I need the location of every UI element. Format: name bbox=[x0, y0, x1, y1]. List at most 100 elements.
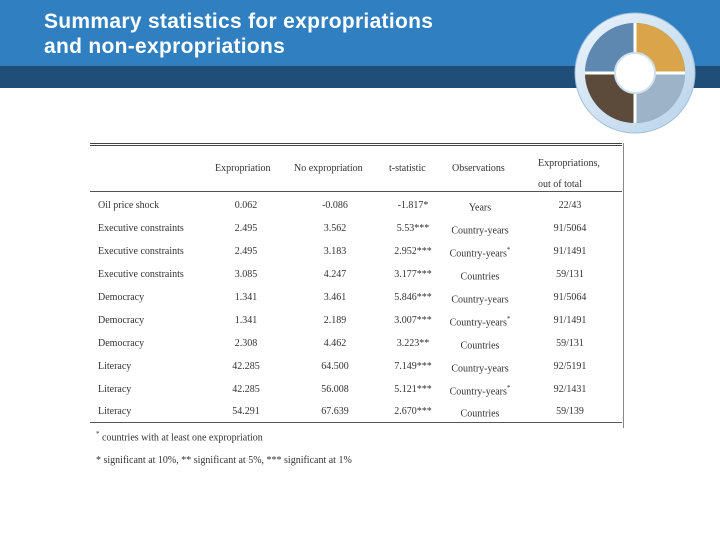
cell-t-statistic: 5.53*** bbox=[396, 223, 430, 234]
cell-t-statistic: 5.121*** bbox=[394, 384, 432, 395]
cell-observations: Country-years* bbox=[445, 315, 515, 328]
cell-expropriation: 3.085 bbox=[234, 269, 258, 280]
slide-title-line-1: Summary statistics for expropriations bbox=[44, 10, 434, 33]
cell-fraction: 59/131 bbox=[556, 269, 584, 280]
observations-mark: * bbox=[506, 246, 511, 254]
business-collage-logo-icon bbox=[574, 12, 696, 134]
row-label: Oil price shock bbox=[98, 200, 160, 211]
cell-fraction: 91/1491 bbox=[553, 246, 587, 257]
table-row: Literacy 42.285 56.008 5.121*** Country-… bbox=[90, 384, 622, 407]
note-text: countries with at least one expropriatio… bbox=[102, 432, 263, 444]
table-header-rule bbox=[90, 191, 622, 192]
table-row: Literacy 42.285 64.500 7.149*** Country-… bbox=[90, 361, 622, 384]
cell-no-expropriation: 4.247 bbox=[323, 269, 347, 280]
observations-mark: * bbox=[506, 384, 511, 392]
table-note-significance: * significant at 10%, ** significant at … bbox=[96, 455, 352, 466]
header-band bbox=[0, 66, 720, 88]
table-right-edge bbox=[623, 143, 624, 428]
observations-text: Country-years bbox=[451, 225, 509, 237]
header-no-expropriation: No expropriation bbox=[294, 163, 363, 174]
cell-expropriation: 2.308 bbox=[234, 338, 258, 349]
table-row: Democracy 1.341 3.461 5.846*** Country-y… bbox=[90, 292, 622, 315]
cell-fraction: 91/1491 bbox=[553, 315, 587, 326]
observations-mark: * bbox=[506, 315, 511, 323]
table-row: Democracy 1.341 2.189 3.007*** Country-y… bbox=[90, 315, 622, 338]
observations-text: Country-years bbox=[451, 294, 509, 306]
table-row: Oil price shock 0.062 -0.086 -1.817* Yea… bbox=[90, 200, 622, 223]
observations-text: Countries bbox=[460, 340, 500, 352]
cell-expropriation: 1.341 bbox=[234, 292, 258, 303]
cell-expropriation: 0.062 bbox=[234, 200, 258, 211]
table-row: Literacy 54.291 67.639 2.670*** Countrie… bbox=[90, 406, 622, 429]
cell-t-statistic: -1.817* bbox=[397, 200, 429, 211]
cell-no-expropriation: 67.639 bbox=[321, 406, 349, 417]
header-expropriation: Expropriation bbox=[215, 163, 271, 174]
observations-text: Countries bbox=[460, 271, 500, 283]
cell-expropriation: 54.291 bbox=[232, 406, 260, 417]
table-row: Democracy 2.308 4.462 3.223** Countries … bbox=[90, 338, 622, 361]
cell-t-statistic: 5.846*** bbox=[394, 292, 432, 303]
cell-observations: Country-years* bbox=[445, 246, 515, 259]
cell-observations: Countries bbox=[445, 269, 515, 282]
cell-no-expropriation: 4.462 bbox=[323, 338, 347, 349]
observations-text: Countries bbox=[460, 408, 500, 420]
cell-fraction: 91/5064 bbox=[553, 292, 587, 303]
cell-expropriation: 1.341 bbox=[234, 315, 258, 326]
slide-title-line-2: and non-expropriations bbox=[44, 35, 286, 58]
cell-fraction: 92/5191 bbox=[553, 361, 587, 372]
row-label: Literacy bbox=[98, 361, 132, 372]
cell-t-statistic: 3.223** bbox=[396, 338, 430, 349]
cell-no-expropriation: 64.500 bbox=[321, 361, 349, 372]
header-expropriations-line-1: Expropriations, bbox=[538, 158, 600, 169]
row-label: Executive constraints bbox=[98, 246, 184, 257]
row-label: Democracy bbox=[98, 292, 145, 303]
observations-text: Country-years bbox=[449, 317, 507, 329]
slide-title: Summary statistics for expropriations an… bbox=[44, 9, 584, 59]
observations-text: Country-years bbox=[451, 363, 509, 375]
row-label: Literacy bbox=[98, 406, 132, 417]
observations-text: Country-years bbox=[449, 248, 507, 260]
cell-expropriation: 42.285 bbox=[232, 361, 260, 372]
cell-no-expropriation: 3.562 bbox=[323, 223, 347, 234]
row-label: Democracy bbox=[98, 315, 145, 326]
observations-text: Years bbox=[468, 202, 492, 214]
cell-no-expropriation: 3.461 bbox=[323, 292, 347, 303]
cell-observations: Country-years* bbox=[445, 384, 515, 397]
cell-no-expropriation: 56.008 bbox=[321, 384, 349, 395]
note-mark: * bbox=[96, 430, 100, 438]
header-t-statistic: t-statistic bbox=[389, 163, 426, 174]
cell-expropriation: 2.495 bbox=[234, 223, 258, 234]
cell-observations: Years bbox=[445, 200, 515, 213]
cell-fraction: 91/5064 bbox=[553, 223, 587, 234]
cell-t-statistic: 3.007*** bbox=[394, 315, 432, 326]
header-expropriations-out-of-total: Expropriations, out of total bbox=[538, 153, 618, 195]
table-note-countries: * countries with at least one expropriat… bbox=[96, 430, 263, 443]
cell-no-expropriation: 3.183 bbox=[323, 246, 347, 257]
cell-fraction: 22/43 bbox=[558, 200, 582, 211]
header-expropriations-line-2: out of total bbox=[538, 179, 582, 190]
cell-observations: Country-years bbox=[445, 223, 515, 236]
cell-no-expropriation: -0.086 bbox=[322, 200, 348, 211]
table-row: Executive constraints 2.495 3.183 2.952*… bbox=[90, 246, 622, 269]
cell-observations: Countries bbox=[445, 338, 515, 351]
header-observations: Observations bbox=[452, 163, 505, 174]
row-label: Democracy bbox=[98, 338, 145, 349]
observations-text: Country-years bbox=[449, 386, 507, 398]
cell-observations: Country-years bbox=[445, 292, 515, 305]
cell-t-statistic: 2.952*** bbox=[394, 246, 432, 257]
table-bottom-rule bbox=[90, 422, 622, 423]
cell-expropriation: 2.495 bbox=[234, 246, 258, 257]
table-row: Executive constraints 3.085 4.247 3.177*… bbox=[90, 269, 622, 292]
cell-t-statistic: 3.177*** bbox=[394, 269, 432, 280]
row-label: Executive constraints bbox=[98, 223, 184, 234]
cell-fraction: 92/1431 bbox=[553, 384, 587, 395]
row-label: Literacy bbox=[98, 384, 132, 395]
table-row: Executive constraints 2.495 3.562 5.53**… bbox=[90, 223, 622, 246]
cell-expropriation: 42.285 bbox=[232, 384, 260, 395]
cell-observations: Country-years bbox=[445, 361, 515, 374]
cell-observations: Countries bbox=[445, 406, 515, 419]
cell-t-statistic: 7.149*** bbox=[394, 361, 432, 372]
cell-fraction: 59/131 bbox=[556, 338, 584, 349]
cell-fraction: 59/139 bbox=[556, 406, 584, 417]
table-top-rule bbox=[90, 143, 622, 146]
